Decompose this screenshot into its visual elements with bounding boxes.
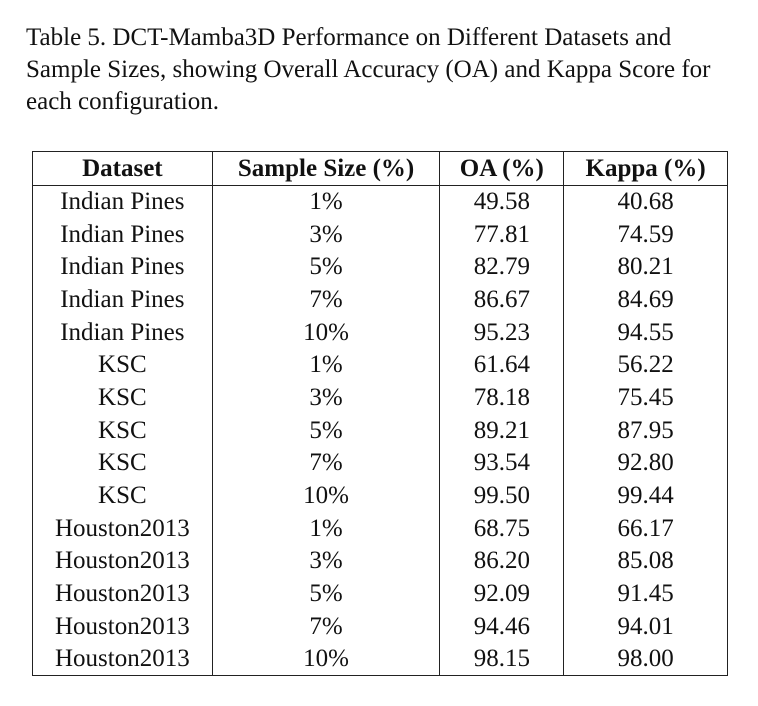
cell-oa: 93.54	[439, 447, 565, 480]
header-row: Dataset Sample Size (%) OA (%) Kappa (%)	[32, 151, 728, 186]
cell-dataset: Houston2013	[32, 512, 213, 546]
cell-sample-size: 5%	[211, 414, 441, 447]
cell-kappa: 91.45	[563, 577, 728, 611]
cell-kappa: 40.68	[563, 185, 728, 219]
cell-oa: 49.58	[439, 185, 565, 219]
table-row: KSC 10% 99.50 99.44	[32, 479, 728, 513]
cell-kappa: 85.08	[563, 545, 728, 578]
cell-kappa: 80.21	[563, 250, 728, 284]
header-dataset: Dataset	[32, 151, 213, 186]
cell-oa: 98.15	[439, 643, 565, 677]
cell-oa: 77.81	[439, 218, 565, 251]
cell-dataset: KSC	[32, 447, 213, 480]
cell-kappa: 99.44	[563, 479, 728, 513]
cell-kappa: 74.59	[563, 218, 728, 251]
cell-oa: 61.64	[439, 348, 565, 382]
header-sample-size: Sample Size (%)	[211, 151, 441, 186]
cell-sample-size: 10%	[211, 643, 441, 677]
cell-sample-size: 3%	[211, 545, 441, 578]
header-oa: OA (%)	[439, 151, 565, 186]
cell-dataset: Indian Pines	[32, 218, 213, 251]
cell-dataset: Houston2013	[32, 643, 213, 677]
cell-dataset: KSC	[32, 348, 213, 382]
cell-sample-size: 10%	[211, 479, 441, 513]
cell-oa: 99.50	[439, 479, 565, 513]
table-row: Houston2013 1% 68.75 66.17	[32, 512, 728, 546]
cell-sample-size: 5%	[211, 577, 441, 611]
table-row: Indian Pines 3% 77.81 74.59	[32, 218, 728, 251]
table-body: Indian Pines 1% 49.58 40.68 Indian Pines 3% 77…	[32, 185, 728, 677]
table-row: Indian Pines 7% 86.67 84.69	[32, 283, 728, 317]
table-row: Indian Pines 5% 82.79 80.21	[32, 250, 728, 284]
cell-kappa: 94.01	[563, 610, 728, 644]
cell-sample-size: 3%	[211, 381, 441, 415]
results-table: Dataset Sample Size (%) OA (%) Kappa (%)…	[32, 151, 728, 677]
cell-dataset: Houston2013	[32, 545, 213, 578]
cell-oa: 82.79	[439, 250, 565, 284]
table-row: Indian Pines 10% 95.23 94.55	[32, 316, 728, 349]
cell-kappa: 66.17	[563, 512, 728, 546]
table-row: Houston2013 10% 98.15 98.00	[32, 643, 728, 677]
cell-kappa: 98.00	[563, 643, 728, 677]
cell-sample-size: 10%	[211, 316, 441, 349]
cell-kappa: 87.95	[563, 414, 728, 447]
cell-dataset: Indian Pines	[32, 316, 213, 349]
cell-oa: 86.20	[439, 545, 565, 578]
cell-oa: 92.09	[439, 577, 565, 611]
cell-dataset: Indian Pines	[32, 250, 213, 284]
cell-sample-size: 7%	[211, 283, 441, 317]
cell-dataset: Indian Pines	[32, 283, 213, 317]
cell-kappa: 92.80	[563, 447, 728, 480]
cell-sample-size: 5%	[211, 250, 441, 284]
cell-dataset: Indian Pines	[32, 185, 213, 219]
cell-oa: 89.21	[439, 414, 565, 447]
cell-oa: 95.23	[439, 316, 565, 349]
cell-dataset: KSC	[32, 414, 213, 447]
cell-oa: 78.18	[439, 381, 565, 415]
table-row: Houston2013 7% 94.46 94.01	[32, 610, 728, 644]
cell-sample-size: 1%	[211, 185, 441, 219]
cell-dataset: Houston2013	[32, 610, 213, 644]
table-row: KSC 5% 89.21 87.95	[32, 414, 728, 447]
cell-dataset: KSC	[32, 479, 213, 513]
table-caption: Table 5. DCT-Mamba3D Performance on Diff…	[26, 24, 711, 115]
header-kappa: Kappa (%)	[563, 151, 728, 186]
cell-sample-size: 7%	[211, 610, 441, 644]
cell-dataset: Houston2013	[32, 577, 213, 611]
cell-dataset: KSC	[32, 381, 213, 415]
table-row: Houston2013 5% 92.09 91.45	[32, 577, 728, 611]
table-row: KSC 7% 93.54 92.80	[32, 447, 728, 480]
cell-sample-size: 1%	[211, 348, 441, 382]
cell-sample-size: 1%	[211, 512, 441, 546]
cell-sample-size: 7%	[211, 447, 441, 480]
table-row: KSC 3% 78.18 75.45	[32, 381, 728, 415]
cell-sample-size: 3%	[211, 218, 441, 251]
table-row: Indian Pines 1% 49.58 40.68	[32, 185, 728, 219]
cell-kappa: 84.69	[563, 283, 728, 317]
cell-oa: 94.46	[439, 610, 565, 644]
cell-kappa: 56.22	[563, 348, 728, 382]
cell-kappa: 75.45	[563, 381, 728, 415]
cell-oa: 68.75	[439, 512, 565, 546]
table-row: KSC 1% 61.64 56.22	[32, 348, 728, 382]
cell-kappa: 94.55	[563, 316, 728, 349]
table-row: Houston2013 3% 86.20 85.08	[32, 545, 728, 578]
cell-oa: 86.67	[439, 283, 565, 317]
